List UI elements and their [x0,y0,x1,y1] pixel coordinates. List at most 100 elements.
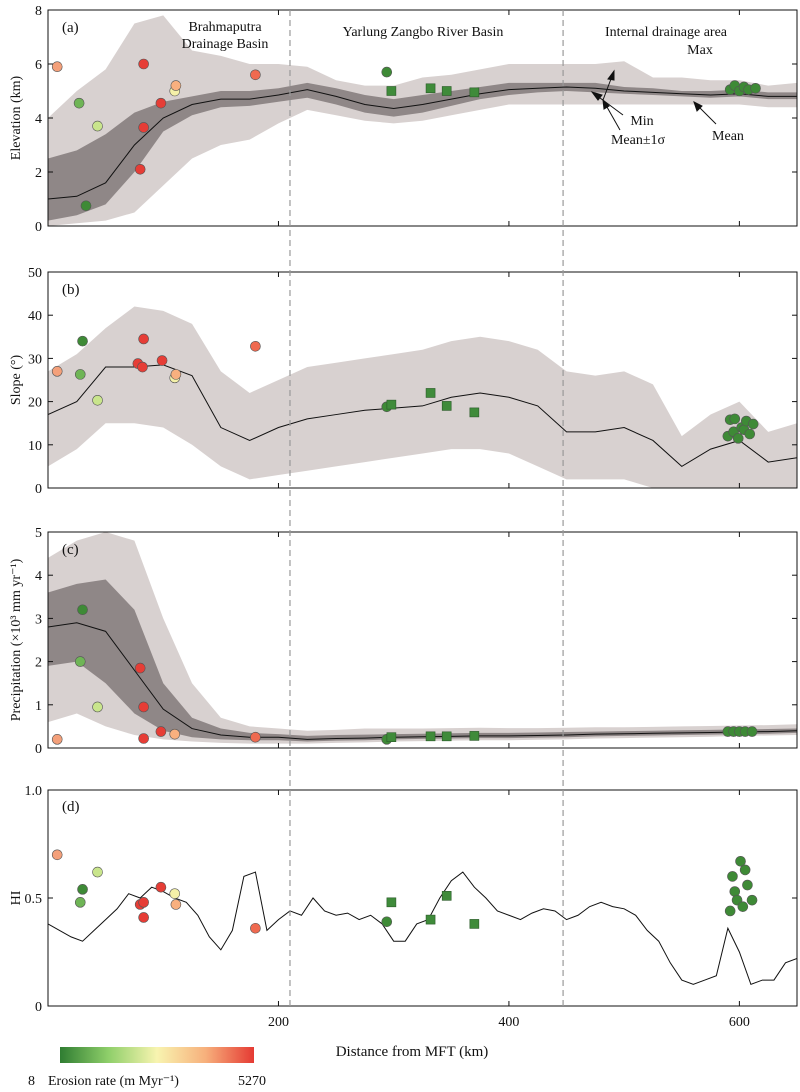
y-tick-label: 30 [28,352,42,367]
sample-circle [138,58,149,70]
sample-circle [746,894,758,906]
panel-c-range-band [48,532,797,744]
sample-circle [138,122,149,133]
y-tick-label: 0 [35,220,42,235]
sample-circle [51,849,63,861]
colorbar-max-label: 5270 [238,1074,266,1089]
sample-square [425,83,436,94]
label-max: Max [687,43,713,58]
sample-circle [138,733,149,744]
sample-circle [727,871,738,882]
annotation-arrows [590,69,717,131]
y-tick-label: 0.5 [25,892,43,907]
sample-circle [735,855,746,867]
y-tick-label: 6 [35,58,42,73]
y-tick-label: 0 [35,1000,42,1015]
sample-circle [169,888,181,899]
sample-square [469,407,480,418]
sample-circle [138,701,149,713]
sample-circle [381,916,393,928]
sample-circle [250,731,261,743]
panel-a-mean-line [48,86,797,200]
arrow-mean-head [693,101,703,112]
panel-c-mean-line [48,622,797,740]
sample-circle [77,884,88,895]
sample-square [386,897,397,908]
sample-circle [80,200,92,212]
label-mean-sigma: Mean±1σ [611,133,666,148]
sample-circle [77,604,88,616]
panel-a-label: (a) [62,20,79,36]
sample-square [469,87,480,98]
sample-circle [92,395,103,406]
y-tick-label: 4 [35,112,42,127]
y-tick-label: 0 [35,742,42,757]
panel-b: 0 10 20 30 40 50 (b) Slope (°) [9,266,798,497]
sample-circle [73,97,85,109]
sample-circle [744,428,756,440]
y-tick-label: 3 [35,612,42,627]
sample-circle [51,366,63,377]
sample-circle [138,897,149,908]
sample-square [441,731,452,742]
sample-circle [155,881,167,893]
basin-boundary-lines [289,10,564,1006]
sample-circle [737,901,749,912]
erosion-colorbar: 8 Erosion rate (m Myr⁻¹) 5270 [28,1047,266,1089]
sample-circle [155,97,167,109]
panel-b-range-band [48,306,797,488]
y-tick-label: 2 [35,166,42,181]
sample-circle [170,899,182,910]
sample-circle [92,866,103,878]
panel-d-frame [47,789,798,1007]
sample-square [469,731,480,741]
panel-a-ylabel: Elevation (km) [9,75,24,160]
x-axis-label: Distance from MFT (km) [336,1044,489,1060]
sample-circle [750,83,761,94]
sample-circle [156,355,168,366]
sample-circle [746,726,758,737]
sample-square [425,388,436,398]
sample-circle [732,433,744,444]
colorbar-gradient [60,1047,254,1063]
label-mean: Mean [712,129,744,144]
sample-square [441,401,452,411]
panel-a-sigma-band [48,82,797,221]
sample-circle [138,333,149,345]
y-tick-label: 1.0 [25,784,43,799]
panel-b-label: (b) [62,282,80,298]
panel-d-ylabel: HI [9,890,24,905]
panel-b-mean-line [48,364,797,468]
arrow-max-head [607,69,615,81]
y-tick-label: 20 [28,396,42,411]
panel-a-plot [48,15,797,226]
sample-circle [724,905,736,917]
sample-circle [250,341,261,352]
sample-circle [155,726,167,737]
x-tick-label: 600 [729,1015,750,1030]
sample-square [469,919,480,929]
y-tick-label: 8 [35,4,42,19]
sample-circle [92,120,103,132]
arrow-min-head [590,91,603,101]
basin-brahmaputra-line2: Drainage Basin [182,37,269,52]
panel-c-label: (c) [62,542,79,558]
sample-circle [169,728,181,740]
sample-circle [77,335,88,347]
colorbar-min-label: 8 [28,1074,35,1089]
sample-square [386,399,397,410]
y-tick-label: 0 [35,482,42,497]
basin-brahmaputra-line1: Brahmaputra [188,20,262,35]
sample-circle [381,66,393,78]
sample-square [425,731,436,742]
panel-b-plot [48,306,797,488]
y-tick-label: 2 [35,656,42,671]
sample-circle [51,61,63,72]
panel-a-frame [47,9,798,227]
colorbar-title: Erosion rate (m Myr⁻¹) [48,1074,179,1089]
sample-circle [74,897,86,908]
sample-square [441,891,452,901]
panel-a: 0 2 4 6 8 (a) Elevation (km) Brahmaputra Dra… [9,4,798,235]
sample-circle [170,369,182,380]
